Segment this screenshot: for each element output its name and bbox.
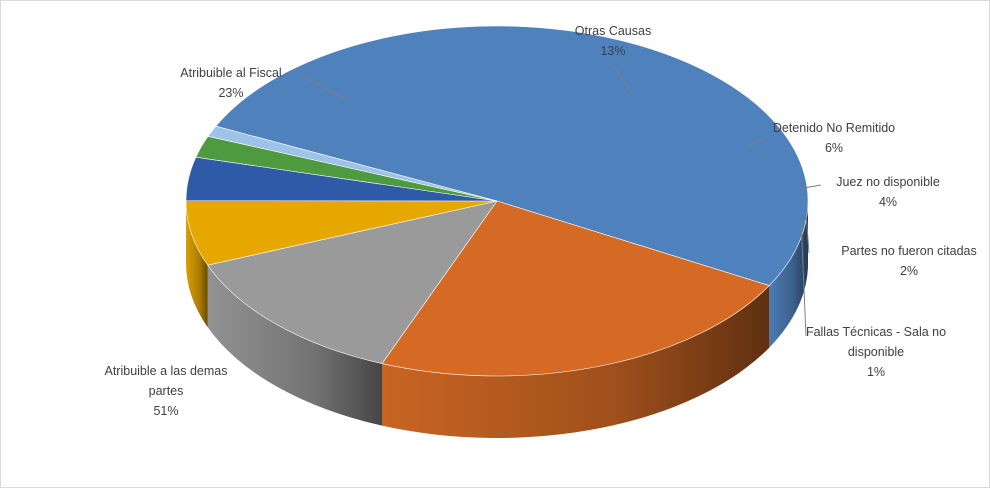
leader-line-partes	[805, 212, 810, 254]
leader-line-detenido	[748, 138, 764, 147]
data-label-pct-juez: 4%	[879, 195, 897, 209]
leader-line-juez	[797, 184, 822, 190]
pie-slice-otras	[207, 200, 498, 364]
data-label-partes: Partes no fueron citadas	[841, 244, 977, 258]
pie-slice-demas	[215, 25, 809, 286]
data-label-juez: Juez no disponible	[836, 175, 940, 189]
pie-side-shade-fiscal	[382, 285, 770, 438]
data-label-otras: Otras Causas	[575, 24, 651, 38]
data-label-detenido: Detenido No Remitido	[773, 121, 895, 135]
pie-slice-fallas	[207, 125, 498, 202]
leader-line-fiscal	[303, 76, 347, 100]
data-label-fiscal: Atribuible al Fiscal	[180, 66, 281, 80]
data-label-demas: Atribuible a las demas	[105, 364, 228, 378]
leader-line-otras	[612, 64, 634, 96]
leader-line-fallas	[800, 218, 807, 337]
data-label-pct-detenido: 6%	[825, 141, 843, 155]
data-label-fallas: Fallas Técnicas - Sala no	[806, 325, 946, 339]
data-label-pct-fallas: 1%	[867, 365, 885, 379]
data-label-pct-demas: 51%	[153, 404, 178, 418]
pie-side-shade-otras	[207, 265, 383, 426]
data-label-demas: partes	[149, 384, 184, 398]
pie-side-shade-detenido	[186, 201, 208, 328]
data-label-pct-otras: 13%	[600, 44, 625, 58]
data-label-pct-fiscal: 23%	[218, 86, 243, 100]
pie-slice-fiscal	[381, 200, 770, 377]
data-label-fallas: disponible	[848, 345, 904, 359]
pie-side-shade-demas	[769, 201, 809, 348]
data-label-pct-partes: 2%	[900, 264, 918, 278]
